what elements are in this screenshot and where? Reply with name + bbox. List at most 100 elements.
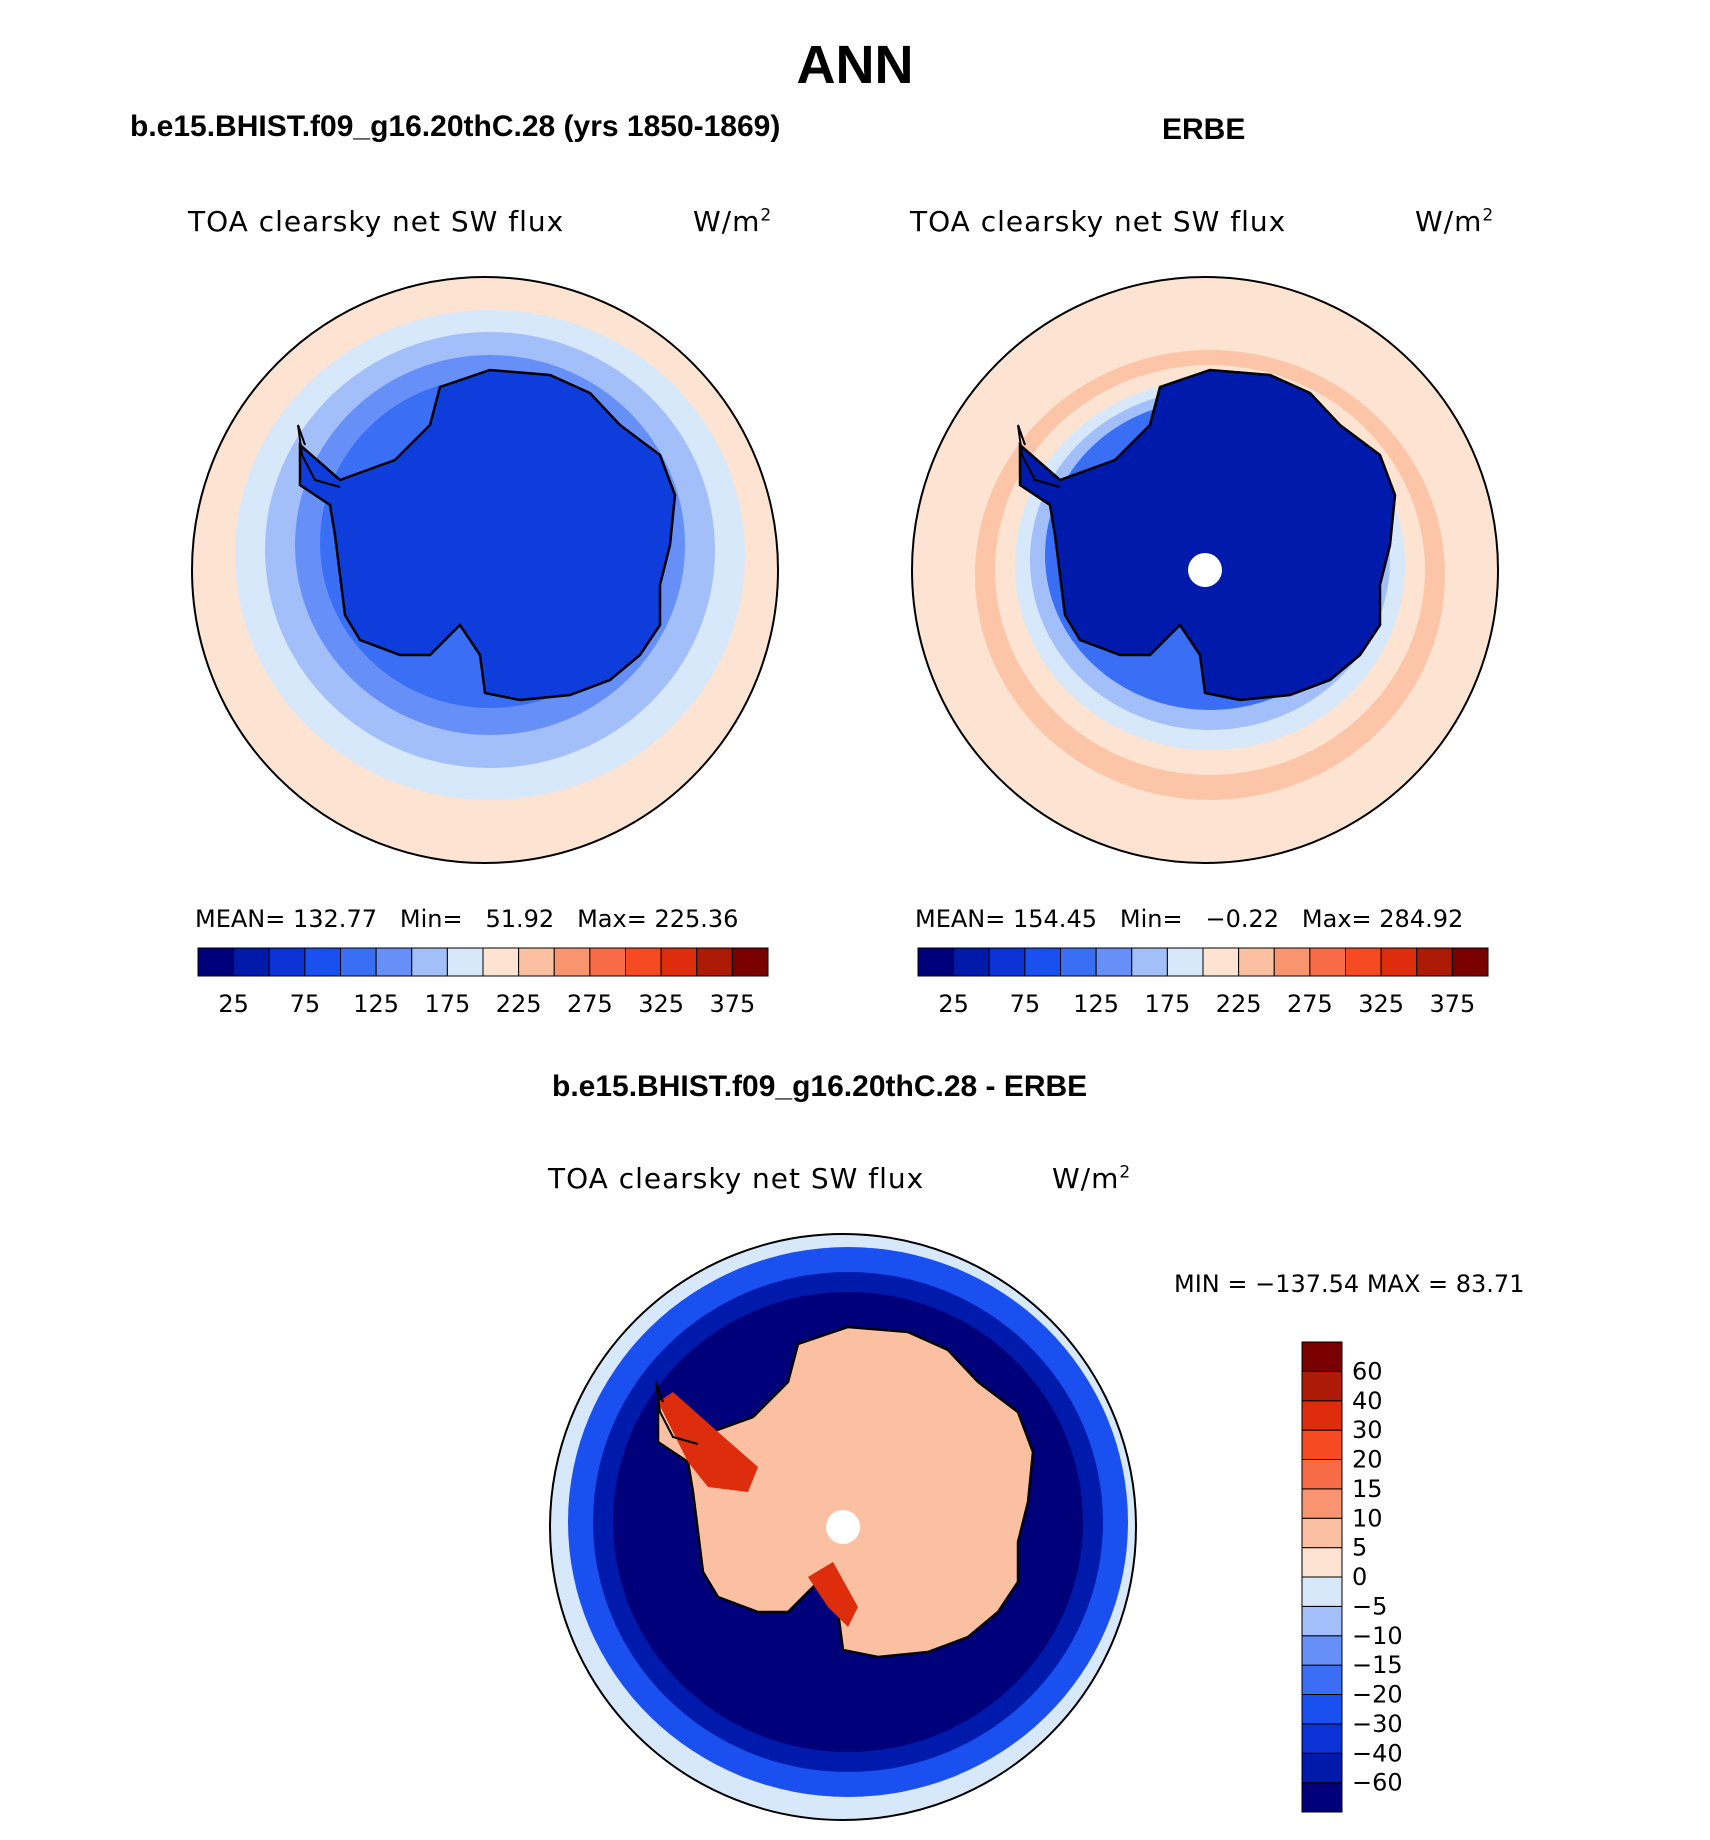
colorbar-diff-swatch-15	[1301, 1341, 1343, 1372]
panel-diff-units: W/m2	[1052, 1162, 1132, 1195]
colorbar-diff-swatch-7	[1301, 1576, 1343, 1607]
colorbar-model-swatch-8	[482, 947, 520, 977]
colorbar-obs-swatch-4	[1060, 947, 1097, 977]
colorbar-obs-tick-label: 25	[938, 990, 969, 1018]
colorbar-diff-tick-label: −30	[1352, 1710, 1403, 1738]
map-model-antarctica	[298, 368, 677, 702]
colorbar-diff-tick-label: 40	[1352, 1387, 1383, 1415]
panel-model-units: W/m2	[693, 205, 773, 238]
colorbar-obs-tick-label: 275	[1287, 990, 1333, 1018]
colorbar-model-swatch-10	[553, 947, 591, 977]
panel-obs-mean: 154.45	[1013, 905, 1097, 933]
map-diff-positive-region	[658, 1392, 758, 1492]
colorbar-diff-tick-label: −20	[1352, 1681, 1403, 1709]
map-model-frame	[191, 276, 779, 864]
colorbar-diff-swatch-8	[1301, 1547, 1343, 1578]
colorbar-model-tick-label: 325	[638, 990, 684, 1018]
colorbar-diff-tick-label: −60	[1352, 1769, 1403, 1797]
colorbar-diff-swatch-3	[1301, 1694, 1343, 1725]
map-model	[191, 276, 779, 864]
colorbar-obs-tick-label: 75	[1010, 990, 1041, 1018]
colorbar-obs-swatch-0	[917, 947, 955, 977]
map-obs-frame	[911, 276, 1499, 864]
panel-diff-minmax: MIN = −137.54 MAX = 83.71	[1174, 1270, 1525, 1298]
panel-model-min: 51.92	[485, 905, 555, 933]
colorbar-model-swatch-1	[233, 947, 270, 977]
colorbar-obs-swatch-12	[1345, 947, 1382, 977]
colorbar-diff-tick-label: −40	[1352, 1739, 1403, 1767]
colorbar-model-swatch-5	[375, 947, 413, 977]
colorbar-diff-swatch-10	[1301, 1488, 1343, 1519]
map-diff-pole-hole	[826, 1510, 860, 1544]
colorbar-model-tick-label: 125	[353, 990, 399, 1018]
colorbar-model-swatch-0	[197, 947, 235, 977]
colorbar-diff-swatch-9	[1301, 1517, 1343, 1549]
map-obs-pole-hole	[1188, 553, 1222, 587]
colorbar-diff-swatch-1	[1301, 1752, 1343, 1784]
panel-diff-variable: TOA clearsky net SW flux	[548, 1162, 925, 1195]
colorbar-obs-tick-label: 225	[1216, 990, 1262, 1018]
colorbar-diff-tick-label: −15	[1352, 1651, 1403, 1679]
colorbar-diff-tick-label: 5	[1352, 1534, 1367, 1562]
colorbar-diff-tick-label: −5	[1352, 1592, 1387, 1620]
colorbar-obs-swatch-9	[1238, 947, 1275, 977]
panel-obs-variable: TOA clearsky net SW flux	[910, 205, 1287, 238]
colorbar-diff-tick-label: 60	[1352, 1357, 1383, 1385]
panel-diff-title: b.e15.BHIST.f09_g16.20thC.28 - ERBE	[552, 1070, 1088, 1103]
colorbar-obs-swatch-11	[1309, 947, 1346, 977]
colorbar-obs-tick-label: 175	[1144, 990, 1190, 1018]
panel-model-variable: TOA clearsky net SW flux	[188, 205, 565, 238]
panel-obs-title: ERBE	[1162, 113, 1246, 146]
map-obs-antarctica	[1018, 368, 1397, 702]
colorbar-obs-swatch-5	[1095, 947, 1133, 977]
colorbar-diff-tick-label: 20	[1352, 1446, 1383, 1474]
map-model-peninsula	[297, 424, 341, 488]
map-obs-peninsula	[1017, 424, 1061, 488]
colorbar-model-swatch-12	[625, 947, 662, 977]
colorbar-obs-tick-label: 375	[1429, 990, 1475, 1018]
colorbar-diff-tick-label: 0	[1352, 1563, 1367, 1591]
colorbar-obs-swatch-10	[1273, 947, 1311, 977]
colorbar-diff-tick-label: −10	[1352, 1622, 1403, 1650]
colorbar-obs-swatch-7	[1166, 947, 1204, 977]
panel-model-stats: MEAN= 132.77 Min= 51.92 Max= 225.36	[195, 905, 739, 933]
map-diff-field	[550, 1234, 1136, 1820]
colorbar-model: 25 75 125 175 225 275 325 375	[197, 947, 769, 1018]
panel-model-title: b.e15.BHIST.f09_g16.20thC.28 (yrs 1850-1…	[130, 110, 781, 143]
colorbar-obs-swatch-1	[953, 947, 990, 977]
map-diff-peninsula	[655, 1381, 699, 1445]
colorbar-model-swatch-7	[446, 947, 484, 977]
colorbar-obs-swatch-15	[1451, 947, 1489, 977]
colorbar-obs-swatch-13	[1380, 947, 1418, 977]
colorbar-obs-swatch-14	[1416, 947, 1453, 977]
colorbar-obs-tick-label: 125	[1073, 990, 1119, 1018]
map-diff-antarctica	[656, 1325, 1035, 1659]
colorbar-model-swatch-11	[589, 947, 626, 977]
colorbar-model-tick-label: 75	[290, 990, 321, 1018]
colorbar-diff-swatch-12	[1301, 1429, 1343, 1460]
panel-obs-min: −0.22	[1205, 905, 1280, 933]
colorbar-obs-swatch-6	[1131, 947, 1168, 977]
map-obs-field	[912, 277, 1498, 863]
panel-model-mean: 132.77	[293, 905, 377, 933]
colorbar-model-swatch-13	[660, 947, 698, 977]
colorbar-obs-tick-label: 325	[1358, 990, 1404, 1018]
colorbar-model-tick-label: 275	[567, 990, 613, 1018]
colorbar-model-tick-label: 225	[496, 990, 542, 1018]
colorbar-model-swatch-4	[340, 947, 377, 977]
colorbar-diff-swatch-6	[1301, 1605, 1343, 1637]
colorbar-model-swatch-9	[518, 947, 555, 977]
panel-obs-max: 284.92	[1379, 905, 1464, 933]
colorbar-model-swatch-15	[731, 947, 769, 977]
page-title: ANN	[796, 35, 914, 95]
colorbar-diff-tick-label: 10	[1352, 1504, 1383, 1532]
colorbar-model-tick-label: 375	[709, 990, 755, 1018]
colorbar-obs: 25 75 125 175 225 275 325 375	[917, 947, 1489, 1018]
colorbar-diff-swatch-13	[1301, 1400, 1343, 1431]
panel-obs-stats: MEAN= 154.45 Min= −0.22 Max= 284.92	[915, 905, 1464, 933]
colorbar-diff-swatch-5	[1301, 1635, 1343, 1666]
colorbar-model-tick-label: 175	[424, 990, 470, 1018]
map-obs	[911, 276, 1499, 864]
map-diff	[549, 1233, 1137, 1821]
